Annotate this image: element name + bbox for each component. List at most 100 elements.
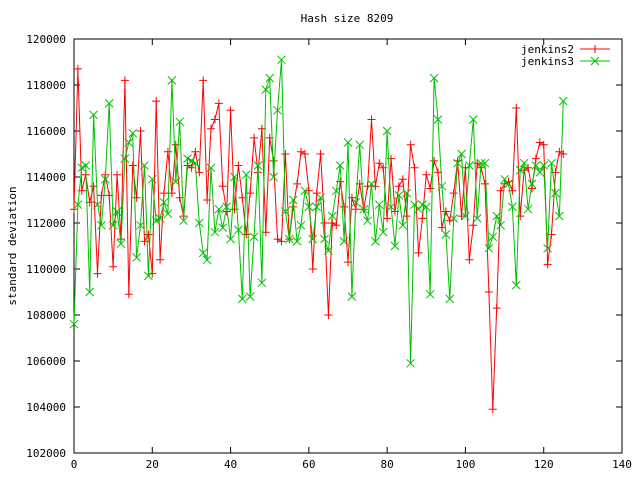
data-point-jenkins3 (288, 195, 298, 205)
data-point-jenkins3 (222, 202, 232, 212)
y-tick-label: 104000 (26, 401, 66, 414)
data-point-jenkins2 (207, 124, 215, 133)
data-point-jenkins3 (198, 248, 208, 258)
data-point-jenkins3 (151, 216, 161, 226)
x-tick-label: 100 (455, 458, 475, 471)
data-point-jenkins2 (531, 154, 540, 163)
data-point-jenkins3 (210, 227, 220, 237)
data-point-jenkins2 (191, 147, 200, 156)
data-point-jenkins3 (89, 110, 98, 120)
data-point-jenkins3 (445, 294, 455, 304)
x-tick-label: 40 (224, 458, 237, 471)
data-point-jenkins3 (355, 140, 365, 150)
data-point-jenkins2 (465, 255, 474, 264)
data-point-jenkins2 (332, 221, 341, 230)
data-point-jenkins3 (418, 200, 427, 209)
data-point-jenkins3 (457, 149, 466, 159)
data-point-jenkins3 (167, 76, 177, 85)
data-point-jenkins2 (367, 115, 376, 124)
legend-label-jenkins2: jenkins2 (521, 43, 574, 56)
data-point-jenkins3 (476, 158, 486, 168)
data-point-jenkins3 (284, 234, 294, 244)
data-point-jenkins2 (437, 223, 446, 232)
y-axis-label: standard deviation (6, 186, 19, 305)
data-point-jenkins2 (132, 193, 141, 202)
data-point-jenkins2 (481, 179, 489, 188)
data-point-jenkins3 (472, 214, 482, 223)
data-point-jenkins3 (386, 202, 396, 212)
data-point-jenkins2 (128, 161, 137, 170)
data-point-jenkins3 (492, 211, 502, 221)
data-point-jenkins3 (273, 105, 282, 115)
data-point-jenkins2 (457, 212, 466, 221)
data-point-jenkins2 (210, 115, 219, 124)
data-point-jenkins3 (437, 181, 447, 191)
data-point-jenkins3 (300, 186, 310, 196)
data-point-jenkins3 (230, 172, 239, 182)
series-line-jenkins2 (73, 68, 564, 410)
x-tick-label: 0 (71, 458, 78, 471)
data-point-jenkins3 (468, 115, 478, 124)
data-point-jenkins3 (367, 179, 376, 189)
data-point-jenkins3 (558, 96, 568, 106)
data-point-jenkins3 (132, 253, 141, 262)
x-tick-label: 120 (534, 458, 554, 471)
data-point-jenkins2 (113, 170, 122, 179)
data-point-jenkins2 (300, 150, 309, 158)
data-point-jenkins2 (410, 163, 419, 172)
data-point-jenkins3 (187, 156, 196, 166)
data-point-jenkins3 (214, 204, 224, 214)
data-point-jenkins3 (253, 161, 263, 170)
data-point-jenkins2 (422, 170, 431, 179)
chart-title: Hash size 8209 (301, 12, 394, 25)
data-point-jenkins3 (449, 214, 459, 223)
y-tick-label: 108000 (26, 309, 66, 322)
data-point-jenkins2 (144, 230, 153, 239)
data-point-jenkins3 (331, 186, 341, 196)
data-point-jenkins3 (519, 158, 529, 168)
data-point-jenkins2 (394, 182, 403, 191)
data-point-jenkins3 (359, 204, 369, 214)
data-point-jenkins3 (543, 243, 552, 253)
data-point-jenkins3 (73, 200, 83, 209)
data-point-jenkins3 (206, 163, 216, 173)
data-point-jenkins3 (245, 292, 255, 301)
data-point-jenkins3 (316, 193, 325, 203)
data-point-jenkins3 (453, 158, 462, 168)
data-point-jenkins3 (100, 174, 110, 184)
data-point-jenkins3 (347, 292, 357, 301)
y-tick-label: 120000 (26, 33, 66, 46)
data-point-jenkins3 (406, 358, 415, 368)
data-point-jenkins3 (480, 158, 490, 168)
data-point-jenkins2 (242, 230, 251, 239)
data-point-jenkins3 (523, 204, 533, 214)
data-point-jenkins3 (551, 188, 560, 198)
data-point-jenkins3 (128, 128, 138, 138)
data-point-jenkins3 (136, 220, 145, 230)
y-tick-label: 102000 (26, 447, 66, 460)
data-point-jenkins2 (418, 214, 427, 223)
legend-marker-jenkins3 (590, 56, 600, 66)
data-point-jenkins3 (265, 73, 275, 83)
data-point-jenkins2 (246, 189, 255, 198)
y-tick-label: 114000 (26, 171, 66, 184)
data-point-jenkins3 (511, 280, 521, 290)
data-point-jenkins3 (402, 188, 412, 198)
data-point-jenkins3 (81, 161, 91, 170)
data-point-jenkins2 (152, 97, 161, 106)
data-point-jenkins2 (316, 150, 325, 158)
y-tick-label: 118000 (26, 79, 66, 92)
plot-border (73, 38, 623, 454)
data-point-jenkins2 (195, 168, 204, 177)
data-point-jenkins2 (340, 202, 349, 211)
x-tick-label: 80 (381, 458, 394, 471)
data-point-jenkins3 (292, 237, 302, 246)
data-point-jenkins3 (190, 158, 200, 168)
data-point-jenkins2 (269, 156, 278, 165)
y-tick-label: 110000 (26, 263, 66, 276)
data-point-jenkins3 (308, 234, 318, 244)
legend-marker-jenkins2 (591, 45, 599, 53)
data-point-jenkins3 (120, 154, 130, 163)
